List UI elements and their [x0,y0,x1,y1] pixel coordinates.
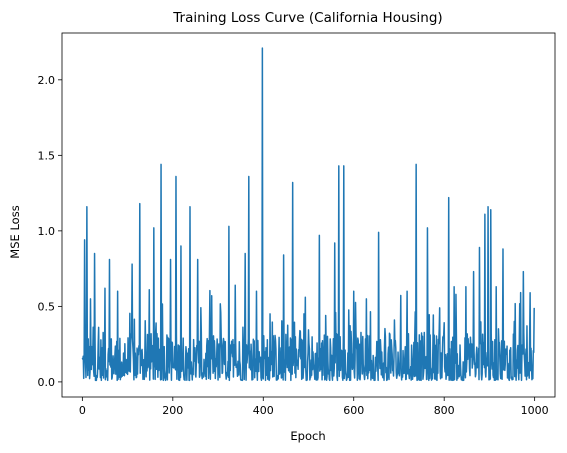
y-tick-label: 0.0 [38,376,56,389]
x-tick-label: 200 [162,404,183,417]
y-tick-label: 1.5 [38,149,56,162]
y-axis-label: MSE Loss [8,205,22,258]
chart-title: Training Loss Curve (California Housing) [172,10,442,26]
series-layer [81,47,535,382]
y-tick-label: 2.0 [38,74,56,87]
x-tick-label: 1000 [521,404,549,417]
x-tick-label: 400 [253,404,274,417]
x-tick-label: 0 [79,404,86,417]
y-tick-label: 0.5 [38,300,56,313]
axes-frame [61,32,556,398]
axes-layer: 0 200 400 600 800 1000 0.0 0.5 1.0 1.5 2.0 [38,32,556,417]
loss-series-line [81,47,535,382]
x-tick-label: 600 [343,404,364,417]
y-tick-label: 1.0 [38,225,56,238]
x-axis-label: Epoch [290,429,325,443]
x-tick-label: 800 [434,404,455,417]
